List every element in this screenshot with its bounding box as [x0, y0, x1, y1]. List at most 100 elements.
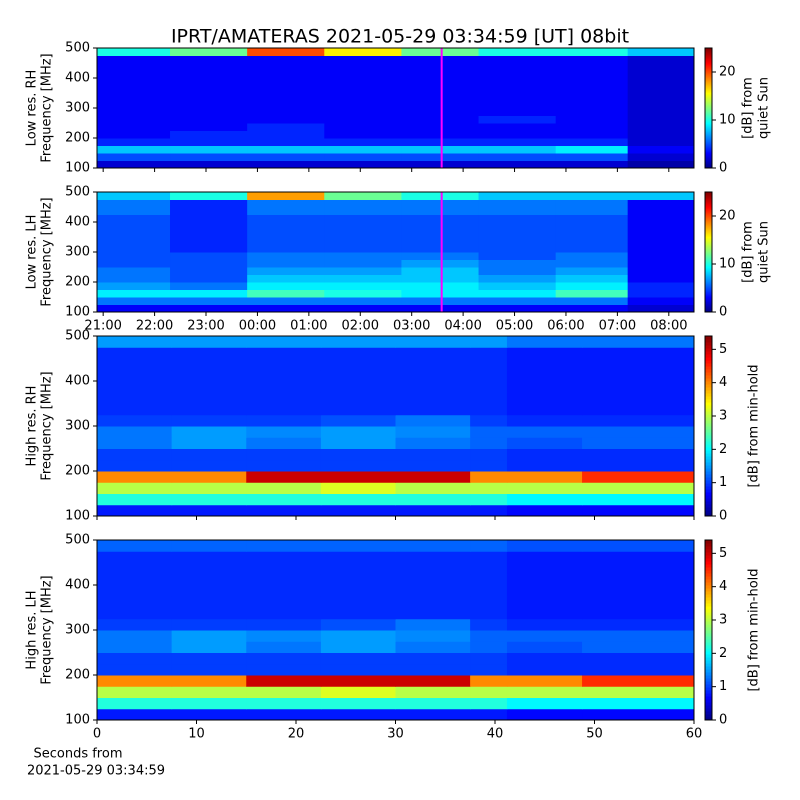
heatmap-cell: [627, 108, 695, 116]
y-axis-label: Frequency [MHz]: [40, 197, 55, 306]
colorbar-step: [705, 501, 712, 505]
heatmap-cell: [627, 274, 695, 283]
colorbar-step: [705, 654, 712, 658]
heatmap-cell: [324, 192, 402, 200]
colorbar-step: [705, 270, 712, 273]
colorbar-frame: [704, 335, 713, 517]
heatmap-cell: [320, 573, 396, 586]
heatmap-cell: [324, 199, 402, 208]
colorbar-step: [705, 369, 712, 373]
heatmap-cell: [324, 123, 402, 131]
colorbar-step: [705, 366, 712, 370]
heatmap-cell: [395, 573, 471, 586]
heatmap-cell: [97, 381, 173, 393]
heatmap-cell: [170, 55, 248, 64]
heatmap-cell: [478, 244, 557, 253]
heatmap-cell: [627, 244, 695, 253]
colorbar-step: [705, 204, 712, 207]
heatmap-cell: [478, 115, 557, 124]
heatmap-cell: [97, 252, 171, 260]
y-axis-label: Low res. LH: [25, 215, 40, 290]
colorbar-step: [705, 200, 712, 203]
heatmap-cell: [555, 93, 629, 101]
colorbar-step: [705, 198, 712, 201]
heatmap-cell: [555, 130, 629, 139]
colorbar-step: [705, 50, 712, 53]
y-tick-label: 100: [65, 509, 90, 524]
heatmap-cell: [395, 641, 471, 653]
colorbar-step: [705, 140, 712, 143]
y-tick-label: 500: [65, 41, 90, 56]
heatmap-cell: [246, 336, 322, 348]
heatmap-cell: [246, 585, 322, 597]
heatmap-cell: [478, 130, 557, 139]
heatmap-cell: [401, 108, 480, 116]
y-tick-label: 500: [65, 185, 90, 200]
colorbar-label: [dB] from: [741, 221, 756, 283]
heatmap-cell: [582, 697, 695, 710]
heatmap-cell: [401, 267, 480, 275]
colorbar-step: [705, 68, 712, 71]
heatmap-cell: [555, 274, 629, 283]
heatmap-cell: [97, 540, 173, 552]
heatmap-cell: [247, 115, 325, 124]
heatmap-cell: [470, 573, 508, 586]
y-tick-label: 200: [65, 464, 90, 479]
heatmap-cell: [97, 663, 173, 676]
colorbar-step: [705, 74, 712, 77]
colorbar-step: [705, 166, 712, 169]
colorbar-step: [705, 624, 712, 628]
heatmap-cell: [97, 641, 173, 653]
heatmap-cell: [246, 381, 322, 393]
heatmap-cell: [506, 652, 583, 665]
colorbar-step: [705, 56, 712, 59]
heatmap-cell: [555, 244, 629, 253]
y-tick-label: 200: [65, 131, 90, 146]
heatmap-cell: [246, 697, 322, 710]
heatmap-cell: [395, 403, 471, 416]
heatmap-cell: [170, 229, 248, 238]
heatmap-cell: [627, 78, 695, 86]
colorbar-step: [705, 118, 712, 121]
colorbar-step: [705, 381, 712, 385]
colorbar-step: [705, 657, 712, 661]
heatmap-cell: [395, 347, 471, 359]
heatmap-cell: [246, 471, 322, 483]
heatmap-cell: [97, 482, 173, 494]
heatmap-cell: [320, 540, 396, 552]
x-tick-label: 02:00: [342, 319, 379, 334]
heatmap-cell: [170, 123, 248, 131]
heatmap-cell: [324, 267, 402, 275]
heatmap-cell: [97, 274, 171, 283]
colorbar-tick-label: 20: [719, 65, 736, 80]
heatmap-cell: [627, 48, 695, 56]
heatmap-cell: [395, 358, 471, 371]
heatmap-cell: [97, 192, 171, 200]
x-axis-label: Seconds from: [33, 747, 122, 762]
heatmap-cell: [582, 562, 695, 575]
heatmap-cell: [478, 78, 557, 86]
colorbar-tick-label: 1: [719, 679, 727, 694]
heatmap-cell: [395, 618, 471, 631]
heatmap-cell: [478, 237, 557, 245]
x-axis-label: 2021-05-29 03:34:59: [27, 764, 165, 779]
heatmap-cell: [582, 369, 695, 382]
heatmap-cell: [627, 138, 695, 146]
colorbar-tick-label: 10: [719, 257, 736, 272]
heatmap-cell: [171, 403, 247, 416]
colorbar-step: [705, 236, 712, 239]
heatmap-cell: [97, 652, 173, 665]
x-tick-label: 06:00: [547, 319, 584, 334]
colorbar-step: [705, 276, 712, 279]
colorbar-step: [705, 339, 712, 343]
heatmap-cell: [324, 289, 402, 298]
heatmap-cell: [97, 237, 171, 245]
heatmap-cell: [470, 641, 508, 653]
colorbar-step: [705, 106, 712, 109]
colorbar-step: [705, 104, 712, 107]
heatmap-cell: [470, 663, 508, 676]
heatmap-cell: [470, 459, 508, 472]
colorbar-step: [705, 618, 712, 622]
colorbar-step: [705, 144, 712, 147]
colorbar-step: [705, 138, 712, 141]
